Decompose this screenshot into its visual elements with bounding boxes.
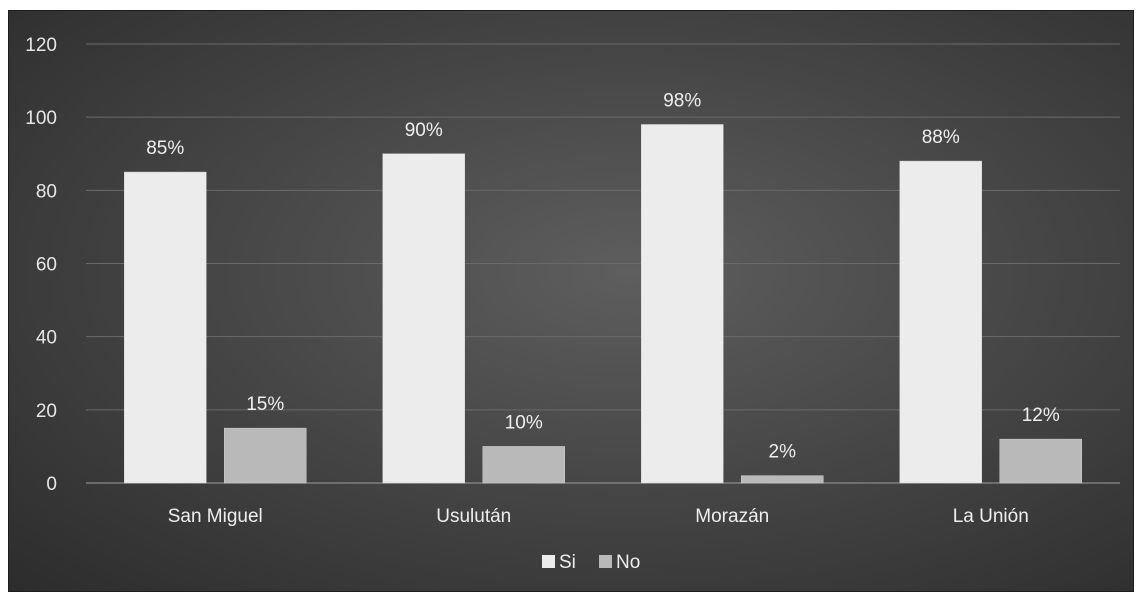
bar-si (641, 124, 724, 484)
bars (124, 124, 1082, 484)
y-axis-ticks: 0 20 40 60 80 100 120 (25, 35, 57, 495)
data-label: 12% (1022, 405, 1060, 426)
y-tick-label: 120 (25, 35, 57, 56)
data-label: 88% (922, 127, 960, 148)
bar-no (224, 427, 307, 484)
data-label: 2% (769, 442, 797, 463)
data-label: 90% (405, 120, 443, 141)
y-tick-label: 0 (46, 474, 57, 495)
y-tick-label: 40 (36, 328, 57, 349)
bar-no (999, 438, 1082, 484)
x-axis-categories: San Miguel Usulután Morazán La Unión (168, 506, 1029, 527)
data-labels: 85% 15% 90% 10% 98% 2% 88% 12% (146, 90, 1060, 462)
y-tick-label: 20 (36, 401, 57, 422)
category-label: San Miguel (168, 506, 263, 527)
bar-si (124, 171, 207, 484)
y-tick-label: 60 (36, 255, 57, 276)
legend-swatch (542, 555, 555, 568)
bar-si (899, 160, 982, 484)
y-tick-label: 100 (25, 108, 57, 129)
bar-no (741, 475, 824, 484)
legend-swatch (599, 555, 612, 568)
data-label: 98% (663, 90, 701, 111)
category-label: Morazán (695, 506, 769, 527)
category-label: Usulután (436, 506, 511, 527)
data-label: 15% (246, 394, 284, 415)
bar-no (482, 446, 565, 484)
legend: Si No (542, 552, 640, 573)
data-label: 10% (505, 412, 543, 433)
chart-area: 0 20 40 60 80 100 120 85% 15% 90% 10% 98% 2% 88% 12% … (8, 10, 1134, 592)
category-label: La Unión (953, 506, 1029, 527)
legend-label: Si (559, 552, 576, 573)
bar-si (382, 153, 465, 484)
legend-label: No (616, 552, 640, 573)
y-tick-label: 80 (36, 181, 57, 202)
data-label: 85% (146, 138, 184, 159)
